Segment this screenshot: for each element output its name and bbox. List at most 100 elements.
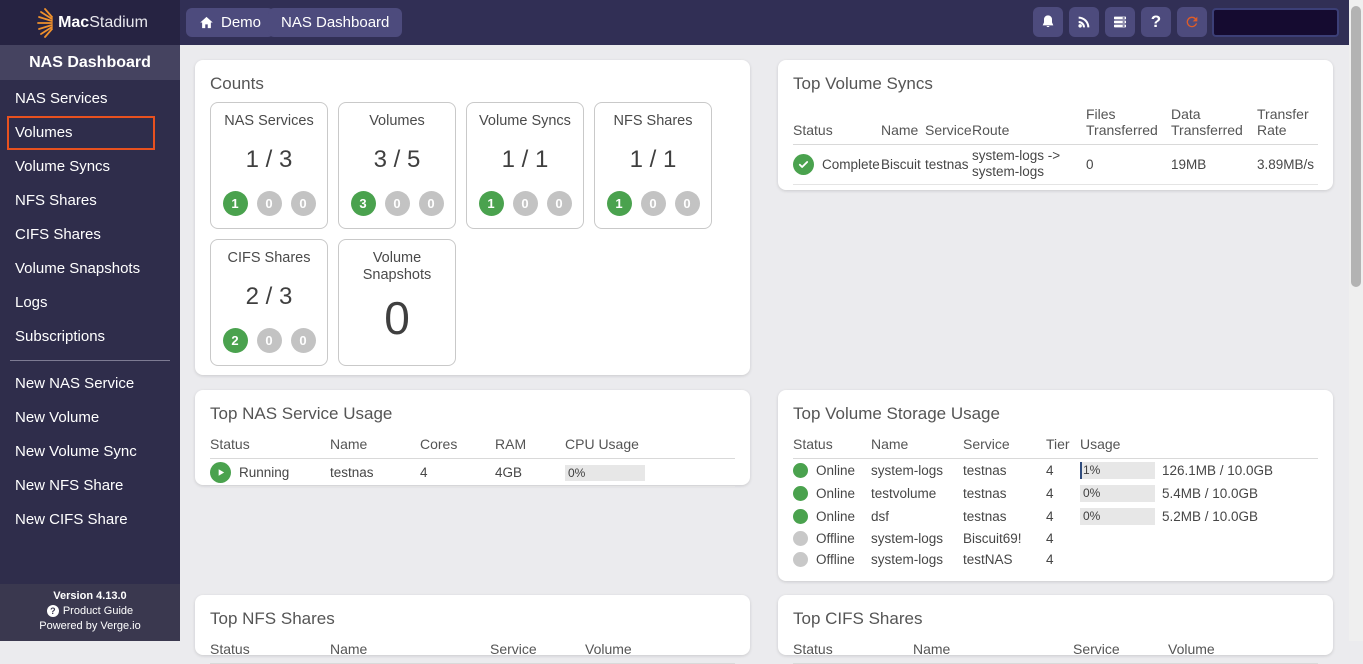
nas-dashboard-button-label: NAS Dashboard (281, 14, 390, 31)
col-name: Name (881, 122, 919, 139)
top-volume-storage-usage-panel: Top Volume Storage Usage Status Name Ser… (778, 390, 1333, 581)
sync-rate: 3.89MB/s (1257, 156, 1315, 172)
table-header-row: Status Name Service Route Files Transfer… (793, 102, 1318, 145)
count-card-volumes[interactable]: Volumes 3 / 5 3 0 0 (338, 102, 456, 229)
col-service: Service (925, 122, 972, 139)
sidebar-item-new-nfs-share[interactable]: New NFS Share (15, 477, 124, 494)
macstadium-logo[interactable]: MacStadium (0, 0, 180, 45)
sidebar-item-new-cifs-share[interactable]: New CIFS Share (15, 511, 128, 528)
count-card-nfs-shares[interactable]: NFS Shares 1 / 1 1 0 0 (594, 102, 712, 229)
card-label: Volume Syncs (479, 113, 571, 129)
card-badges: 2 0 0 (222, 328, 316, 353)
badge-online: 1 (222, 191, 248, 216)
notifications-button[interactable] (1033, 7, 1063, 37)
card-count: 3 / 5 (373, 146, 421, 174)
refresh-button[interactable] (1177, 7, 1207, 37)
scrollbar-thumb[interactable] (1351, 6, 1361, 287)
sidebar-footer: Version 4.13.0 ? Product Guide Powered b… (0, 584, 180, 641)
service-status: Running (239, 465, 290, 481)
nfs-shares-table: Status Name Service Volume (210, 637, 735, 664)
version-label: Version 4.13.0 (53, 590, 127, 602)
badge-error: 0 (546, 191, 572, 216)
vertical-scrollbar[interactable] (1349, 0, 1363, 641)
count-card-volume-syncs[interactable]: Volume Syncs 1 / 1 1 0 0 (466, 102, 584, 229)
volume-sync-row[interactable]: Complete Biscuit testnas system-logs -> … (793, 145, 1318, 185)
volume-service: testNAS (963, 552, 1013, 568)
sidebar-item-new-volume-sync[interactable]: New Volume Sync (15, 443, 137, 460)
col-route: Route (972, 122, 1010, 139)
demo-button[interactable]: Demo (186, 8, 275, 37)
sidebar-item-nas-services[interactable]: NAS Services (15, 90, 108, 107)
col-cpu-usage: CPU Usage (565, 436, 639, 452)
help-button[interactable]: ? (1141, 7, 1171, 37)
product-guide-link[interactable]: ? Product Guide (0, 605, 180, 617)
top-nfs-shares-panel: Top NFS Shares Status Name Service Volum… (195, 595, 750, 664)
volume-status: Online (816, 486, 856, 502)
global-search-input[interactable] (1212, 8, 1339, 37)
volume-row[interactable]: Online dsf testnas 4 0% 5.2MB / 10.0GB (793, 505, 1318, 528)
badge-online: 2 (222, 328, 248, 353)
top-navbar: MacStadium Demo NAS Dashboard ? (0, 0, 1363, 45)
card-badges: 1 0 0 (606, 191, 700, 216)
volume-tier: 4 (1046, 509, 1054, 525)
sidebar-item-nfs-shares[interactable]: NFS Shares (15, 192, 97, 209)
sidebar-item-volume-syncs[interactable]: Volume Syncs (15, 158, 111, 175)
online-dot-icon (793, 486, 808, 502)
badge-online: 1 (478, 191, 504, 216)
col-transfer-rate: Transfer Rate (1257, 106, 1309, 139)
volume-name: system-logs (871, 531, 944, 547)
nas-dashboard-button[interactable]: NAS Dashboard (268, 8, 403, 37)
card-badges: 3 0 0 (350, 191, 444, 216)
online-dot-icon (793, 463, 808, 479)
counts-cards: NAS Services 1 / 3 1 0 0 Volumes 3 / 5 3… (210, 102, 735, 366)
sidebar-item-new-volume[interactable]: New Volume (15, 409, 100, 426)
table-header-row: Status Name Service Tier Usage (793, 432, 1318, 459)
nas-service-usage-title: Top NAS Service Usage (210, 404, 393, 423)
sidebar-item-subscriptions[interactable]: Subscriptions (15, 328, 106, 345)
volume-row[interactable]: Online testvolume testnas 4 0% 5.4MB / 1… (793, 482, 1318, 505)
running-play-icon (210, 462, 231, 484)
badge-warn: 0 (512, 191, 538, 216)
count-card-volume-snapshots[interactable]: Volume Snapshots 0 (338, 239, 456, 366)
col-service: Service (963, 436, 1010, 452)
servers-button[interactable] (1105, 7, 1135, 37)
volume-service: testnas (963, 486, 1007, 502)
sidebar-item-logs[interactable]: Logs (15, 294, 48, 311)
volume-service: Biscuit69! (963, 531, 1022, 547)
card-label: Volume Snapshots (362, 250, 432, 283)
top-volume-syncs-panel: Top Volume Syncs Status Name Service Rou… (778, 60, 1333, 190)
col-name: Name (330, 436, 368, 452)
question-icon: ? (1150, 12, 1162, 31)
sidebar-title: NAS Dashboard (0, 45, 180, 80)
sidebar-item-volumes[interactable]: Volumes (7, 116, 155, 150)
badge-online: 1 (606, 191, 632, 216)
powered-by-label: Powered by Verge.io (39, 620, 141, 632)
volume-name: system-logs (871, 552, 944, 568)
count-card-cifs-shares[interactable]: CIFS Shares 2 / 3 2 0 0 (210, 239, 328, 366)
feed-button[interactable] (1069, 7, 1099, 37)
volume-row[interactable]: Offline system-logs testNAS 4 (793, 549, 1318, 570)
badge-error: 0 (290, 191, 316, 216)
volume-syncs-title: Top Volume Syncs (793, 74, 933, 93)
counts-title: Counts (210, 74, 264, 93)
card-label: NFS Shares (613, 113, 693, 129)
nas-service-row[interactable]: Running testnas 4 4GB 0% (210, 459, 735, 487)
sidebar-item-cifs-shares[interactable]: CIFS Shares (15, 226, 101, 243)
volume-tier: 4 (1046, 486, 1054, 502)
sync-status: Complete (822, 156, 880, 172)
volume-status: Online (816, 509, 856, 525)
demo-button-label: Demo (221, 14, 262, 31)
col-files-transferred: Files Transferred (1086, 106, 1158, 139)
complete-check-icon (793, 153, 814, 175)
service-ram: 4GB (495, 465, 523, 481)
volume-row[interactable]: Online system-logs testnas 4 1% 126.1MB … (793, 459, 1318, 483)
cifs-shares-title: Top CIFS Shares (793, 609, 923, 628)
sync-data: 19MB (1171, 156, 1207, 172)
offline-dot-icon (793, 552, 808, 568)
card-badges: 1 0 0 (222, 191, 316, 216)
sidebar-item-volume-snapshots[interactable]: Volume Snapshots (15, 260, 141, 277)
count-card-nas-services[interactable]: NAS Services 1 / 3 1 0 0 (210, 102, 328, 229)
volume-row[interactable]: Offline system-logs Biscuit69! 4 (793, 528, 1318, 549)
badge-warn: 0 (256, 328, 282, 353)
sidebar-item-new-nas-service[interactable]: New NAS Service (15, 375, 135, 392)
